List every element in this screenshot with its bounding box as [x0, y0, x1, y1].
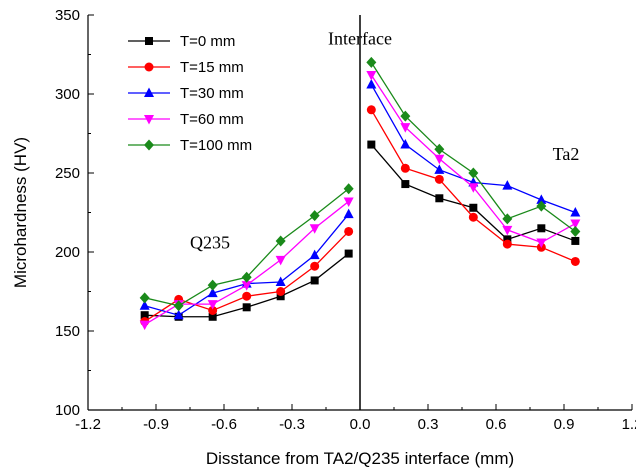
axes-layer: -1.2 -0.9 -0.6 -0.3 0.0 0.3 0.6 0.9 1.2 100 150 200…: [11, 7, 636, 468]
series-0-point: [208, 312, 217, 321]
x-axis-title: Disstance from TA2/Q235 interface (mm): [206, 449, 514, 468]
series-1-point: [276, 287, 286, 296]
y-tick-label: 150: [55, 323, 80, 340]
legend-label-0: T=0 mm: [180, 33, 235, 50]
legend-marker-1: [144, 62, 154, 72]
series-2-point: [400, 139, 411, 149]
legend-marker-3: [144, 115, 154, 125]
annotation-2: Q235: [190, 233, 230, 253]
series-1-point: [310, 261, 320, 271]
series-4-point: [570, 225, 581, 237]
annotations: Interface Ta2 Q235: [190, 29, 579, 253]
y-tick-label: 250: [55, 165, 80, 182]
series-3-point: [309, 224, 320, 234]
series-2-point: [309, 249, 320, 260]
series-0-point: [503, 235, 512, 244]
x-tick-label: 0.0: [350, 416, 371, 433]
x-tick-label: 1.2: [622, 416, 636, 433]
y-tick-label: 300: [55, 86, 80, 103]
series-3-point: [366, 71, 377, 81]
series-2-point: [207, 287, 218, 298]
series-2-point: [275, 276, 286, 287]
y-tick-label: 350: [55, 7, 80, 24]
legend-label-4: T=100 mm: [180, 137, 252, 154]
y-axis-title: Microhardness (HV): [11, 137, 30, 288]
series-0-point: [140, 311, 149, 320]
series-1-point: [242, 291, 252, 301]
x-tick-label: 0.6: [486, 416, 507, 433]
series-0-point: [571, 236, 580, 245]
legend-marker-4: [144, 139, 154, 151]
series-2-point: [502, 180, 513, 190]
series-0-point: [310, 276, 319, 285]
legend-marker-2: [144, 87, 154, 97]
series-0-point: [401, 180, 410, 189]
x-tick-label: -0.9: [143, 416, 169, 433]
series-0-point: [242, 303, 251, 312]
series-3-point: [139, 320, 150, 331]
series-2-point: [570, 207, 581, 217]
series-2-point: [343, 208, 354, 219]
series-0-point: [537, 224, 546, 233]
series-3-point: [241, 281, 252, 291]
legend-marker-0: [145, 37, 153, 45]
series-4-point: [366, 56, 377, 68]
x-tick-label: -0.6: [211, 416, 237, 433]
series-2-point: [173, 309, 184, 320]
series-3-point: [502, 225, 513, 236]
series-4-point: [468, 167, 479, 179]
series-2-point: [536, 194, 547, 204]
series-3-point: [343, 197, 354, 207]
series-3-point: [400, 123, 411, 133]
series-3-point: [207, 300, 218, 310]
x-tick-label: -0.3: [279, 416, 305, 433]
series-1-point: [570, 256, 580, 266]
x-tick-label: 0.9: [554, 416, 575, 433]
series-1-point: [502, 239, 512, 249]
series-4-point: [241, 271, 252, 283]
series-4-point: [400, 110, 411, 122]
series-4-point: [207, 279, 218, 291]
legend: T=0 mm T=15 mm T=30 mm T=60 mm T=100 mm: [128, 33, 252, 154]
legend-label-3: T=60 mm: [180, 111, 244, 128]
series-3-point: [275, 255, 286, 266]
series-2-point: [434, 164, 445, 174]
series-1-point: [434, 174, 444, 184]
series-1-point: [208, 305, 218, 315]
series-2-point: [139, 300, 150, 310]
legend-label-1: T=15 mm: [180, 59, 244, 76]
legend-label-2: T=30 mm: [180, 85, 244, 102]
series-0-point: [435, 194, 444, 203]
series-0-point: [469, 203, 478, 212]
series-1-point: [344, 226, 354, 236]
annotation-1: Ta2: [553, 144, 580, 164]
series-3-point: [570, 219, 581, 230]
y-tick-label: 200: [55, 244, 80, 261]
series-4-point: [434, 143, 445, 155]
series-1-point: [400, 163, 410, 173]
series-3-point: [434, 154, 445, 165]
y-tick-label: 100: [55, 402, 80, 419]
series-3-point: [536, 238, 547, 249]
series-4-point: [173, 300, 184, 312]
series-1-point: [468, 212, 478, 222]
series-4-point: [343, 183, 354, 195]
series-4-point: [309, 210, 320, 222]
series-4-point: [139, 292, 150, 304]
series-1-point: [366, 105, 376, 115]
series-2-point: [366, 79, 377, 89]
x-tick-label: -1.2: [75, 416, 101, 433]
series-4-point: [275, 235, 286, 247]
plot-layer: [139, 15, 581, 410]
series-0-point: [344, 249, 353, 258]
x-tick-label: 0.3: [418, 416, 439, 433]
series-0-point: [367, 140, 376, 149]
series-0-point: [276, 292, 285, 301]
annotation-0: Interface: [328, 29, 392, 49]
series-4-point: [536, 200, 547, 212]
series-3-point: [468, 183, 479, 193]
series-4-point: [502, 213, 513, 225]
